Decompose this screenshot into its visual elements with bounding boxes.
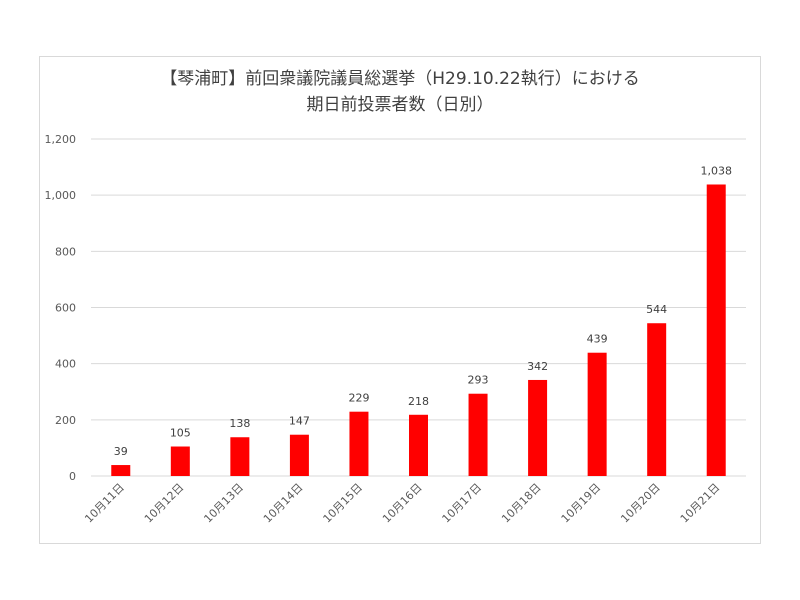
bar [230,437,250,476]
x-tick-label: 10月18日 [499,481,544,526]
bar [170,446,190,476]
x-tick-label: 10月12日 [142,481,187,526]
chart-title-line2: 期日前投票者数（日別） [306,95,494,115]
bar [468,393,488,476]
data-label: 218 [408,395,429,408]
x-tick-label: 10月15日 [321,481,366,526]
bar [111,465,131,476]
bar [528,379,548,476]
x-tick-label: 10月14日 [261,481,306,526]
x-tick-label: 10月16日 [380,481,425,526]
chart-title: 【琴浦町】前回衆議院議員総選挙（H29.10.22執行）における 期日前投票者数… [39,66,761,118]
bar [647,323,667,476]
bar [409,414,428,476]
y-tick-label: 200 [55,414,76,427]
y-tick-label: 600 [55,302,76,315]
data-label: 229 [348,392,369,405]
data-label: 39 [114,445,128,458]
data-label: 138 [229,417,250,430]
data-label: 147 [289,415,310,428]
y-tick-label: 1,000 [45,189,77,202]
data-label: 293 [468,374,489,387]
x-tick-label: 10月11日 [82,481,127,526]
data-label: 342 [527,360,548,373]
data-label: 544 [646,303,667,316]
bar [587,352,607,476]
bar [289,434,309,476]
x-tick-label: 10月13日 [201,481,246,526]
data-label: 439 [587,333,608,346]
bar [706,184,726,476]
y-tick-label: 1,200 [45,133,77,146]
chart-title-line1: 【琴浦町】前回衆議院議員総選挙（H29.10.22執行）における [160,69,640,89]
y-tick-label: 400 [55,358,76,371]
data-label: 105 [170,427,191,440]
chart-frame [39,56,761,544]
data-label: 1,038 [700,164,732,177]
x-tick-label: 10月20日 [618,481,663,526]
x-tick-label: 10月21日 [678,481,723,526]
x-tick-label: 10月19日 [559,481,604,526]
y-tick-label: 800 [55,245,76,258]
bar [349,411,369,476]
x-tick-label: 10月17日 [440,481,485,526]
y-tick-label: 0 [69,470,76,483]
